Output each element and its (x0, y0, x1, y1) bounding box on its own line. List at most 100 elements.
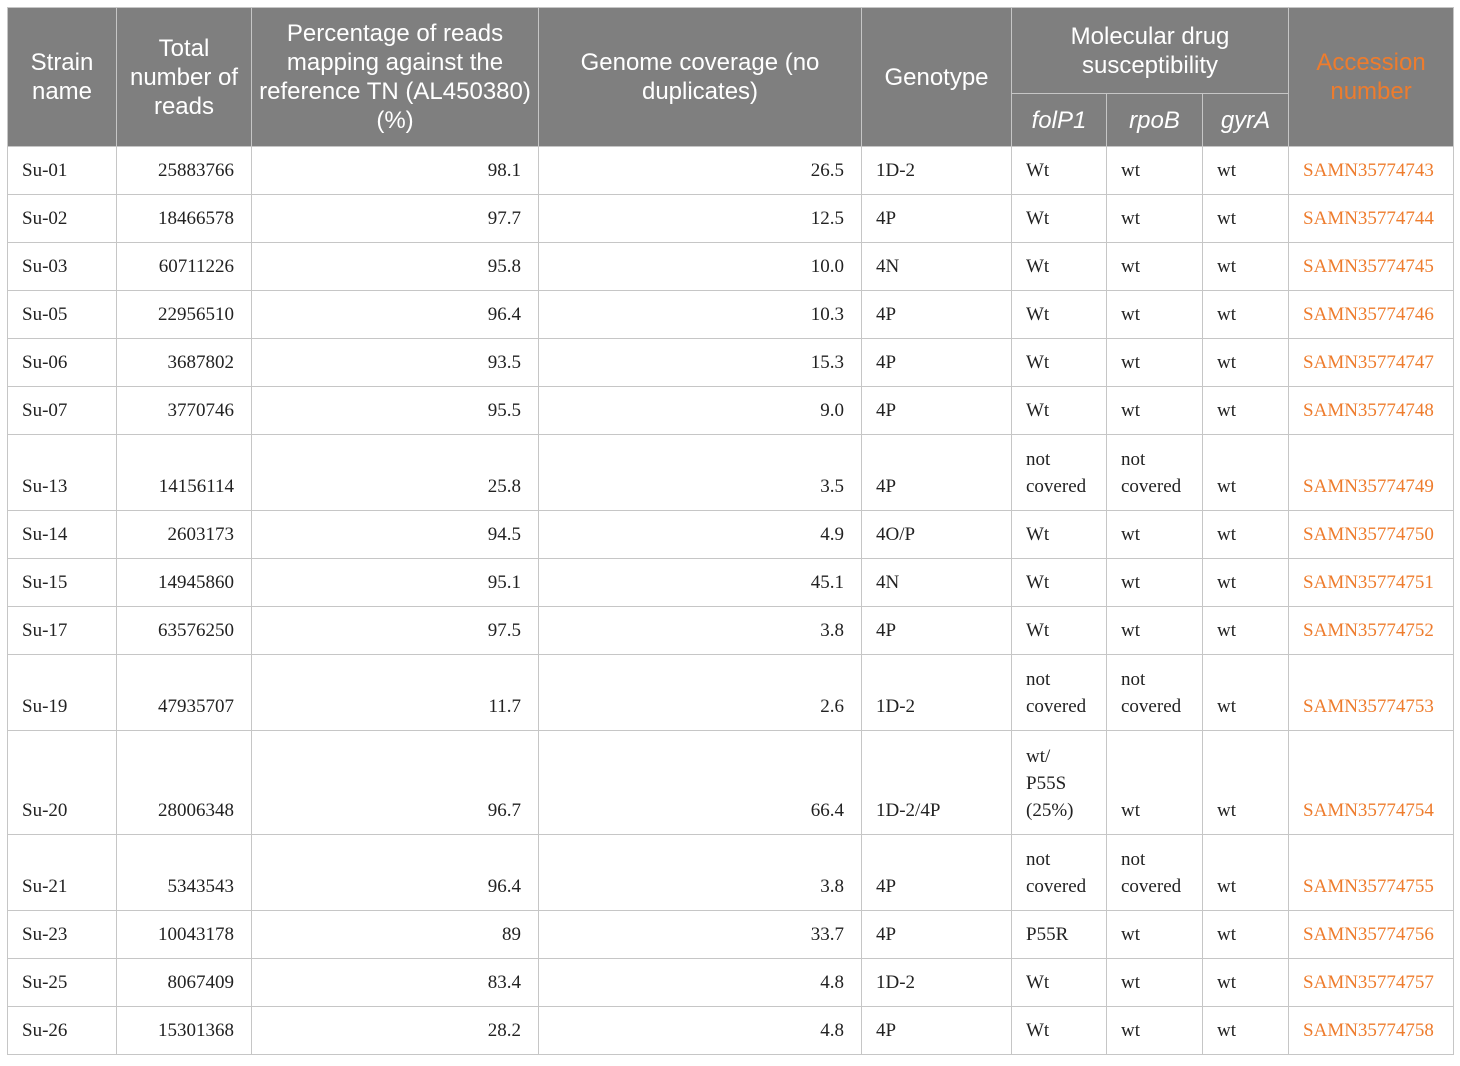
cell-accession-number: SAMN35774746 (1288, 290, 1455, 339)
cell-strain-name: Su-26 (7, 1006, 117, 1055)
cell-accession-number: SAMN35774748 (1288, 386, 1455, 435)
cell-pct-mapping: 28.2 (251, 1006, 539, 1055)
cell-folp1: Wt (1011, 958, 1107, 1007)
cell-genotype: 4P (861, 194, 1012, 243)
cell-accession-number: SAMN35774747 (1288, 338, 1455, 387)
table-row: Su-13 14156114 25.8 3.5 4P not covered not cov… (7, 434, 1455, 511)
cell-gyra: wt (1201, 194, 1290, 243)
cell-genotype: 4P (861, 386, 1012, 435)
cell-pct-mapping: 96.4 (251, 834, 539, 911)
cell-pct-mapping: 89 (251, 910, 539, 959)
header-gyra: gyrA (1201, 93, 1290, 147)
cell-genotype: 1D-2/4P (861, 730, 1012, 835)
cell-genome-coverage: 12.5 (538, 194, 862, 243)
cell-strain-name: Su-19 (7, 654, 117, 731)
table-row: Su-15 14945860 95.1 45.1 4N Wt wt wt SAMN3577475… (7, 558, 1455, 607)
cell-genotype: 4P (861, 338, 1012, 387)
cell-pct-mapping: 94.5 (251, 510, 539, 559)
cell-total-reads: 3687802 (116, 338, 252, 387)
cell-pct-mapping: 97.7 (251, 194, 539, 243)
cell-gyra: wt (1201, 290, 1290, 339)
cell-genome-coverage: 15.3 (538, 338, 862, 387)
cell-gyra: wt (1201, 558, 1290, 607)
cell-total-reads: 14945860 (116, 558, 252, 607)
cell-strain-name: Su-03 (7, 242, 117, 291)
cell-genome-coverage: 66.4 (538, 730, 862, 835)
cell-total-reads: 14156114 (116, 434, 252, 511)
cell-total-reads: 8067409 (116, 958, 252, 1007)
cell-rpob: wt (1106, 606, 1203, 655)
cell-genome-coverage: 3.8 (538, 606, 862, 655)
cell-folp1: Wt (1011, 242, 1107, 291)
header-genotype: Genotype (861, 7, 1012, 147)
cell-rpob: not covered (1106, 834, 1203, 911)
cell-rpob: wt (1106, 338, 1203, 387)
cell-gyra: wt (1201, 654, 1290, 731)
cell-rpob: wt (1106, 910, 1203, 959)
cell-gyra: wt (1201, 242, 1290, 291)
cell-strain-name: Su-02 (7, 194, 117, 243)
cell-pct-mapping: 97.5 (251, 606, 539, 655)
cell-accession-number: SAMN35774745 (1288, 242, 1455, 291)
cell-strain-name: Su-20 (7, 730, 117, 835)
cell-rpob: wt (1106, 146, 1203, 195)
cell-gyra: wt (1201, 958, 1290, 1007)
cell-total-reads: 18466578 (116, 194, 252, 243)
cell-strain-name: Su-17 (7, 606, 117, 655)
cell-rpob: wt (1106, 1006, 1203, 1055)
cell-genotype: 1D-2 (861, 654, 1012, 731)
cell-accession-number: SAMN35774753 (1288, 654, 1455, 731)
cell-genotype: 4N (861, 242, 1012, 291)
cell-total-reads: 60711226 (116, 242, 252, 291)
cell-total-reads: 15301368 (116, 1006, 252, 1055)
header-accession-number: Accession number (1288, 7, 1455, 147)
cell-rpob: wt (1106, 510, 1203, 559)
cell-total-reads: 47935707 (116, 654, 252, 731)
results-table: Strain name Total number of reads Percen… (7, 7, 1455, 1055)
cell-genotype: 4P (861, 1006, 1012, 1055)
cell-gyra: wt (1201, 386, 1290, 435)
table-header: Strain name Total number of reads Percen… (7, 7, 1455, 147)
cell-total-reads: 22956510 (116, 290, 252, 339)
cell-strain-name: Su-15 (7, 558, 117, 607)
cell-gyra: wt (1201, 606, 1290, 655)
cell-genotype: 4P (861, 434, 1012, 511)
cell-genome-coverage: 2.6 (538, 654, 862, 731)
table-row: Su-21 5343543 96.4 3.8 4P not covered not cove… (7, 834, 1455, 911)
cell-accession-number: SAMN35774757 (1288, 958, 1455, 1007)
cell-strain-name: Su-25 (7, 958, 117, 1007)
cell-genome-coverage: 10.0 (538, 242, 862, 291)
table-row: Su-14 2603173 94.5 4.9 4O/P Wt wt wt SAMN3577475… (7, 510, 1455, 559)
cell-strain-name: Su-14 (7, 510, 117, 559)
table-row: Su-25 8067409 83.4 4.8 1D-2 Wt wt wt SAMN3577475… (7, 958, 1455, 1007)
cell-rpob: wt (1106, 242, 1203, 291)
cell-rpob: wt (1106, 730, 1203, 835)
cell-total-reads: 2603173 (116, 510, 252, 559)
cell-accession-number: SAMN35774751 (1288, 558, 1455, 607)
cell-genome-coverage: 26.5 (538, 146, 862, 195)
cell-genome-coverage: 33.7 (538, 910, 862, 959)
header-total-reads: Total number of reads (116, 7, 252, 147)
cell-pct-mapping: 98.1 (251, 146, 539, 195)
table-row: Su-19 47935707 11.7 2.6 1D-2 not covered not c… (7, 654, 1455, 731)
cell-gyra: wt (1201, 510, 1290, 559)
cell-genome-coverage: 10.3 (538, 290, 862, 339)
cell-rpob: wt (1106, 958, 1203, 1007)
cell-folp1: P55R (1011, 910, 1107, 959)
cell-pct-mapping: 11.7 (251, 654, 539, 731)
cell-folp1: Wt (1011, 146, 1107, 195)
cell-total-reads: 28006348 (116, 730, 252, 835)
header-molecular-susceptibility: Molecular drug susceptibility (1010, 7, 1290, 94)
cell-genotype: 1D-2 (861, 146, 1012, 195)
cell-genome-coverage: 4.8 (538, 958, 862, 1007)
cell-folp1: Wt (1011, 194, 1107, 243)
cell-pct-mapping: 96.7 (251, 730, 539, 835)
cell-gyra: wt (1201, 434, 1290, 511)
cell-folp1: not covered (1011, 434, 1107, 511)
table-row: Su-07 3770746 95.5 9.0 4P Wt wt wt SAMN35774748 (7, 386, 1455, 435)
cell-accession-number: SAMN35774752 (1288, 606, 1455, 655)
cell-genotype: 4P (861, 910, 1012, 959)
cell-rpob: wt (1106, 558, 1203, 607)
cell-genotype: 4P (861, 834, 1012, 911)
table-row: Su-05 22956510 96.4 10.3 4P Wt wt wt SAMN3577474… (7, 290, 1455, 339)
